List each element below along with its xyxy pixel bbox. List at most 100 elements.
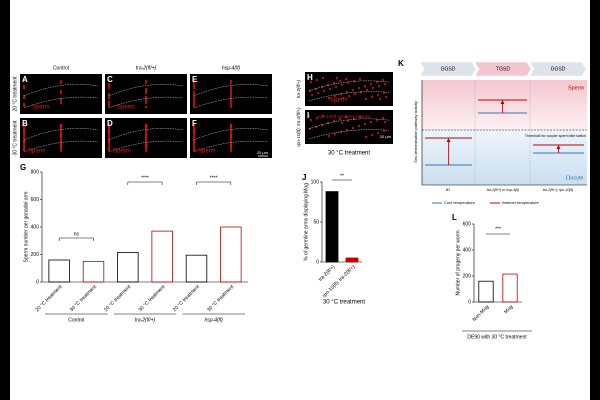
nucleus bbox=[107, 144, 111, 148]
nucleus bbox=[307, 114, 311, 118]
nucleus bbox=[333, 94, 337, 98]
nucleus bbox=[192, 104, 196, 108]
nucleus bbox=[107, 86, 111, 90]
column-header: hsp-4(lf) bbox=[222, 65, 241, 71]
nucleus bbox=[378, 97, 382, 101]
nucleus bbox=[144, 81, 148, 85]
sperm-label: Sperm bbox=[330, 98, 348, 104]
nucleus bbox=[340, 83, 344, 87]
nucleus bbox=[192, 130, 196, 134]
bar bbox=[151, 230, 173, 283]
y-tick-label: 0 bbox=[468, 299, 471, 305]
nucleus bbox=[192, 134, 196, 138]
nucleus bbox=[59, 131, 63, 135]
nucleus bbox=[352, 79, 356, 83]
bar bbox=[502, 273, 518, 303]
y-tick-label: 0 bbox=[316, 259, 319, 265]
arrow-head bbox=[556, 145, 561, 149]
x-tick-label: 30 °C treatment bbox=[137, 284, 166, 313]
nucleus bbox=[229, 99, 233, 103]
sperm-label: Sperm bbox=[113, 149, 131, 155]
significance-label: **** bbox=[210, 175, 218, 181]
nucleus bbox=[22, 96, 26, 100]
nucleus bbox=[192, 144, 196, 148]
significance-bracket bbox=[127, 181, 163, 185]
nucleus bbox=[229, 147, 233, 151]
nucleus bbox=[370, 133, 374, 137]
panel-letter: L bbox=[452, 213, 457, 222]
panel-letter: F bbox=[192, 119, 197, 128]
group-label: Control bbox=[68, 317, 84, 323]
nucleus bbox=[144, 101, 148, 105]
nucleus bbox=[144, 137, 148, 141]
nucleus bbox=[22, 104, 26, 108]
nucleus bbox=[345, 90, 349, 94]
stage-chevron bbox=[474, 61, 532, 77]
nucleus bbox=[321, 76, 325, 80]
nucleus bbox=[107, 140, 111, 144]
nucleus bbox=[59, 123, 63, 127]
y-tick-label: 600 bbox=[31, 197, 40, 203]
nucleus bbox=[59, 135, 63, 139]
panel-letter: K bbox=[398, 59, 404, 68]
nucleus bbox=[375, 80, 379, 84]
nucleus bbox=[59, 125, 63, 129]
nucleus bbox=[22, 136, 26, 140]
nucleus bbox=[347, 94, 351, 98]
nucleus bbox=[229, 85, 233, 89]
bar bbox=[117, 252, 139, 283]
y-tick-label: 400 bbox=[31, 224, 40, 230]
sperm-zone bbox=[422, 80, 587, 130]
nucleus bbox=[59, 139, 63, 143]
nucleus bbox=[22, 146, 26, 150]
significance-label: **** bbox=[141, 175, 149, 181]
nucleus bbox=[375, 118, 379, 122]
panel-letter: J bbox=[302, 173, 306, 182]
strain-label: tra-2(lf/+); rpn-10(lf) bbox=[543, 188, 573, 192]
nucleus bbox=[107, 134, 111, 138]
micrograph bbox=[305, 72, 393, 106]
gonad-outline bbox=[308, 118, 390, 140]
nucleus bbox=[315, 78, 319, 82]
nucleus bbox=[229, 133, 233, 137]
nucleus bbox=[229, 131, 233, 135]
nucleus bbox=[358, 115, 362, 119]
significance-label: ** bbox=[340, 173, 344, 179]
y-tick-label: 800 bbox=[31, 169, 40, 175]
nucleus bbox=[344, 115, 348, 119]
nucleus bbox=[351, 126, 355, 130]
x-tick-label: tra-2(lf/+) bbox=[318, 264, 337, 283]
nucleus bbox=[107, 132, 111, 136]
nucleus bbox=[363, 122, 367, 126]
x-tick-label: 20 °C treatment bbox=[34, 284, 63, 313]
nucleus bbox=[382, 129, 386, 133]
nucleus bbox=[357, 86, 361, 90]
gonad-outline bbox=[108, 128, 184, 153]
condition-label: DE90 with 30 °C treatment bbox=[467, 334, 527, 340]
nucleus bbox=[338, 79, 342, 83]
nucleus bbox=[383, 120, 387, 124]
gonad-outline bbox=[193, 128, 269, 153]
x-tick-label: Mog bbox=[503, 304, 514, 315]
nucleus bbox=[229, 79, 233, 83]
x-tick-label: 20 °C treatment bbox=[172, 284, 201, 313]
nucleus bbox=[382, 91, 386, 95]
nucleus bbox=[192, 100, 196, 104]
nucleus bbox=[107, 102, 111, 106]
nucleus bbox=[59, 97, 63, 101]
bar bbox=[478, 280, 494, 303]
nucleus bbox=[229, 95, 233, 99]
significance-bracket bbox=[196, 181, 232, 185]
nucleus bbox=[353, 92, 357, 96]
nucleus bbox=[59, 89, 63, 93]
nucleus bbox=[326, 121, 330, 125]
nucleus bbox=[346, 119, 350, 123]
nucleus bbox=[22, 142, 26, 146]
nucleus bbox=[107, 142, 111, 146]
nucleus bbox=[310, 93, 314, 97]
nucleus bbox=[229, 103, 233, 107]
nucleus bbox=[358, 77, 362, 81]
gonad-outline bbox=[108, 84, 184, 109]
nucleus bbox=[192, 148, 196, 152]
